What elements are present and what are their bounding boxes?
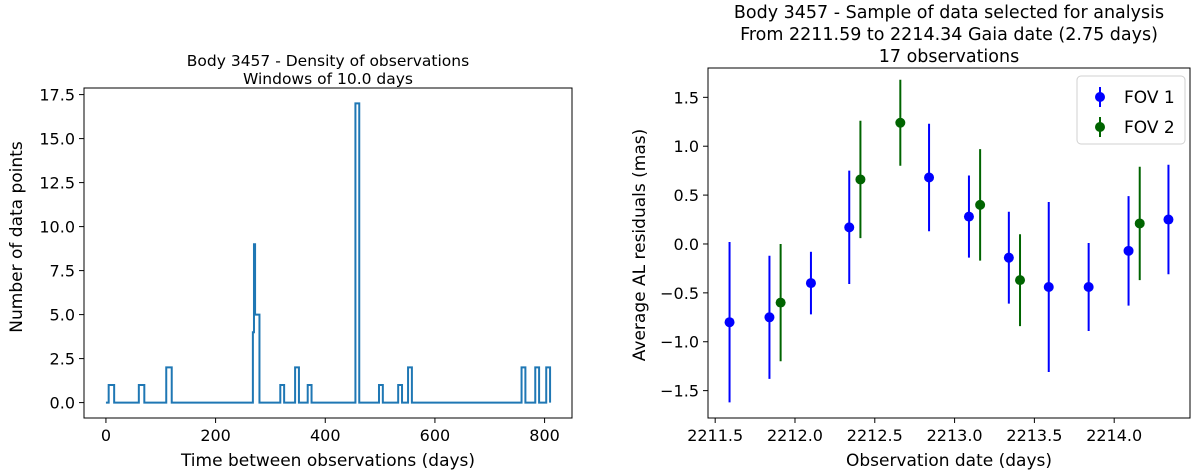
residuals-x-tick-label: 2211.5	[687, 426, 743, 445]
residuals-chart-subtitle: From 2211.59 to 2214.34 Gaia date (2.75 …	[740, 25, 1158, 45]
density-series-line	[105, 102, 552, 404]
density-x-axis-label: Time between observations (days)	[180, 451, 475, 471]
residuals-y-tick-label: −1.5	[660, 382, 699, 401]
legend-fov2-label: FOV 2	[1124, 118, 1175, 138]
fov2-point	[1015, 275, 1026, 286]
density-y-tick-label: 17.5	[39, 86, 75, 105]
fov2-point	[895, 117, 906, 128]
density-y-tick-label: 15.0	[39, 130, 75, 149]
residuals-chart-title: Body 3457 - Sample of data selected for …	[734, 3, 1164, 23]
density-x-tick-label: 800	[529, 426, 560, 445]
density-y-axis-label: Number of data points	[7, 141, 27, 333]
density-x-tick-label: 400	[310, 426, 341, 445]
density-y-tick-label: 0.0	[50, 394, 75, 413]
density-chart-title: Body 3457 - Density of observations	[187, 52, 469, 70]
density-x-tick-label: 0	[101, 426, 111, 445]
residuals-y-tick-label: 1.0	[674, 137, 699, 156]
density-x-tick-label: 600	[420, 426, 451, 445]
density-y-tick-label: 2.5	[50, 350, 75, 369]
residuals-y-axis-label: Average AL residuals (mas)	[630, 129, 650, 361]
residuals-y-tick-label: 1.5	[674, 88, 699, 107]
fov1-point	[1083, 281, 1094, 292]
residuals-plot-frame	[707, 67, 1191, 419]
fov1-point	[805, 278, 816, 289]
fov2-point	[1134, 218, 1145, 229]
legend-fov1-label: FOV 1	[1124, 88, 1175, 108]
fov1-point	[963, 211, 974, 222]
density-x-tick-label: 200	[200, 426, 231, 445]
fov1-point	[724, 317, 735, 328]
residuals-x-tick-label: 2213.5	[1006, 426, 1062, 445]
density-y-tick-label: 10.0	[39, 218, 75, 237]
residuals-x-axis-label: Observation date (days)	[846, 451, 1052, 471]
fov1-point	[1003, 252, 1014, 263]
density-y-tick-label: 12.5	[39, 174, 75, 193]
legend: FOV 1 FOV 2	[1076, 75, 1186, 145]
fov1-point	[844, 222, 855, 233]
residuals-y-tick-label: −1.0	[660, 333, 699, 352]
residuals-y-tick-label: 0.5	[674, 186, 699, 205]
fov1-point	[1163, 214, 1174, 225]
residuals-chart: Body 3457 - Sample of data selected for …	[630, 3, 1191, 471]
residuals-x-tick-label: 2212.5	[847, 426, 903, 445]
residuals-y-tick-label: 0.0	[674, 235, 699, 254]
fov2-point	[775, 297, 786, 308]
fov1-point	[1123, 245, 1134, 256]
residuals-x-tick-label: 2212.0	[767, 426, 823, 445]
residuals-x-tick-label: 2213.0	[927, 426, 983, 445]
fov2-point	[855, 174, 866, 185]
density-chart-subtitle: Windows of 10.0 days	[243, 70, 413, 88]
residuals-y-tick-label: −0.5	[660, 284, 699, 303]
legend-fov2-marker	[1095, 122, 1105, 132]
density-chart: Body 3457 - Density of observations Wind…	[7, 52, 573, 471]
fov1-point	[1043, 281, 1054, 292]
density-y-tick-label: 5.0	[50, 306, 75, 325]
legend-fov1-marker	[1095, 92, 1105, 102]
density-y-tick-label: 7.5	[50, 262, 75, 281]
fov1-point	[924, 172, 935, 183]
density-plot-frame	[83, 87, 573, 419]
fov1-point	[764, 312, 775, 323]
fov2-point	[975, 199, 986, 210]
residuals-chart-count: 17 observations	[879, 47, 1019, 67]
residuals-x-tick-label: 2214.0	[1086, 426, 1142, 445]
